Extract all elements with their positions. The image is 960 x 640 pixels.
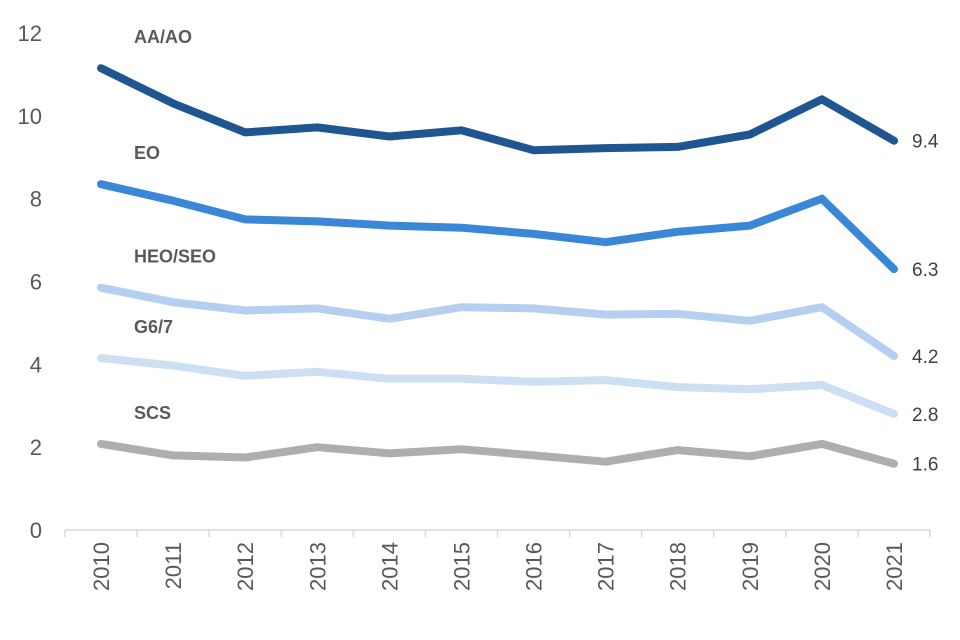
x-tick-label: 2021 xyxy=(882,542,907,591)
series-label-scs: SCS xyxy=(134,403,171,423)
y-tick-label: 6 xyxy=(30,270,42,295)
y-axis-ticks: 0 2 4 6 8 10 12 xyxy=(18,21,42,543)
x-tick-label: 2014 xyxy=(377,542,402,591)
end-value-labels: 9.4 6.3 4.2 2.8 1.6 xyxy=(912,132,939,476)
x-tick-label: 2010 xyxy=(89,542,114,591)
y-tick-label: 8 xyxy=(30,187,42,212)
series-label-aa-ao: AA/AO xyxy=(134,27,192,47)
y-tick-label: 12 xyxy=(18,21,42,46)
series-label-heo-seo: HEO/SEO xyxy=(134,247,216,267)
end-label-aa-ao: 9.4 xyxy=(912,132,939,153)
end-label-heo-seo: 4.2 xyxy=(912,347,938,368)
series-line-aa-ao xyxy=(97,64,898,155)
x-tick-label: 2012 xyxy=(233,542,258,591)
series-label-eo: EO xyxy=(134,143,160,163)
x-tick-label: 2016 xyxy=(522,542,547,591)
x-tick-label: 2015 xyxy=(449,542,474,591)
x-axis-ticks: 2010 2011 2012 2013 2014 2015 2016 2017 2018 2019… xyxy=(64,530,931,591)
y-tick-label: 2 xyxy=(30,435,42,460)
end-label-g6-7: 2.8 xyxy=(912,405,938,426)
x-tick-label: 2020 xyxy=(810,542,835,591)
series-line-scs xyxy=(97,439,898,468)
x-tick-label: 2018 xyxy=(666,542,691,591)
series-line-g6-7 xyxy=(97,354,898,418)
x-tick-label: 2019 xyxy=(738,542,763,591)
series-line-heo-seo xyxy=(97,283,898,360)
x-tick-label: 2017 xyxy=(594,542,619,591)
series-lines xyxy=(97,64,898,468)
series-label-g6-7: G6/7 xyxy=(134,317,173,337)
end-label-eo: 6.3 xyxy=(912,260,938,281)
x-tick-label: 2013 xyxy=(305,542,330,591)
series-line-eo xyxy=(97,180,898,274)
y-tick-label: 0 xyxy=(30,518,42,543)
series-labels: AA/AO EO HEO/SEO G6/7 SCS xyxy=(134,27,216,423)
y-tick-label: 10 xyxy=(18,104,42,129)
end-label-scs: 1.6 xyxy=(912,455,938,476)
y-tick-label: 4 xyxy=(30,352,42,377)
x-tick-label: 2011 xyxy=(161,542,186,589)
